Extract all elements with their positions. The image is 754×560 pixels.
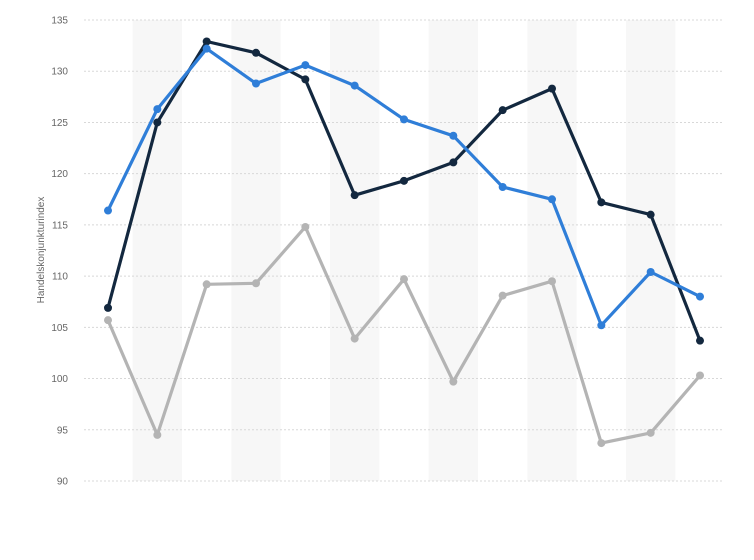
data-point [350, 191, 359, 200]
data-point [449, 131, 458, 140]
y-tick-label: 90 [57, 477, 69, 488]
data-point [301, 222, 310, 231]
data-point [449, 158, 458, 167]
data-point [202, 280, 211, 289]
data-point [498, 106, 507, 115]
data-point [301, 75, 310, 84]
y-tick-label: 125 [51, 118, 68, 129]
data-point [252, 48, 260, 57]
data-point [252, 79, 260, 88]
y-tick-label: 105 [51, 323, 68, 334]
data-point [646, 428, 655, 437]
data-point [104, 316, 112, 325]
y-tick-label: 100 [51, 374, 68, 385]
column-band [428, 20, 478, 481]
data-point [449, 377, 458, 386]
data-point [548, 84, 556, 93]
data-point [153, 118, 162, 127]
data-point [696, 336, 704, 345]
y-tick-label: 95 [57, 425, 69, 436]
data-point [646, 268, 655, 277]
data-point [350, 81, 359, 90]
y-tick-label: 110 [52, 272, 68, 283]
column-bands [132, 20, 676, 481]
data-point [400, 115, 408, 124]
column-band [626, 20, 676, 481]
data-point [400, 275, 408, 284]
data-point [202, 44, 211, 53]
series-3 [104, 222, 704, 448]
y-axis-ticks: 90 95 100 105 110 115 120 125 130 135 [51, 16, 68, 488]
data-point [252, 279, 260, 288]
y-tick-label: 130 [51, 67, 68, 78]
y-tick-label: 135 [51, 16, 68, 27]
data-point [498, 182, 507, 191]
data-point [597, 198, 606, 207]
data-point [597, 439, 606, 448]
data-point [498, 291, 507, 300]
series-line [106, 39, 702, 343]
series-1 [104, 44, 704, 330]
data-point [202, 37, 211, 46]
data-point [104, 303, 112, 312]
y-tick-label: 115 [52, 220, 68, 231]
data-point [548, 195, 556, 204]
column-band [231, 20, 281, 481]
y-tick-label: 120 [51, 169, 68, 180]
data-point [696, 292, 704, 301]
data-point [597, 321, 606, 330]
data-point [696, 371, 704, 380]
data-point [646, 210, 655, 219]
data-point [350, 334, 359, 343]
data-point [548, 277, 556, 286]
data-point [400, 176, 408, 185]
data-point [153, 105, 162, 114]
data-point [301, 61, 310, 70]
series-2 [104, 37, 704, 345]
data-point [104, 206, 112, 215]
series-line [106, 225, 702, 445]
data-point [153, 430, 162, 439]
y-axis-label: Handelskonjunkturindex [36, 197, 47, 304]
series-line [106, 47, 702, 327]
series-lines [104, 37, 704, 448]
